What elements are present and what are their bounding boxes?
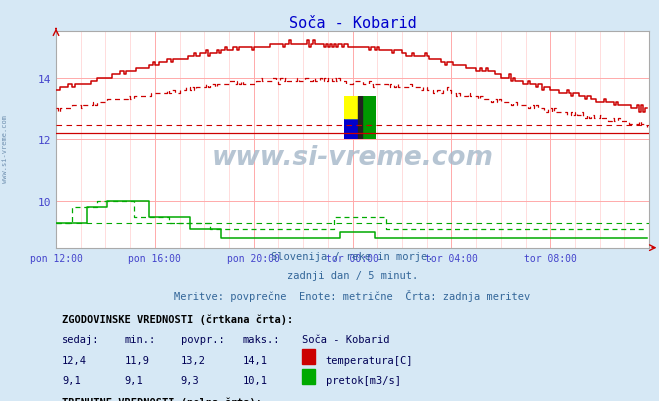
Text: TRENUTNE VREDNOSTI (polna črta):: TRENUTNE VREDNOSTI (polna črta): — [62, 397, 262, 401]
Text: www.si-vreme.com: www.si-vreme.com — [2, 114, 9, 182]
FancyBboxPatch shape — [302, 369, 315, 384]
Title: Soča - Kobarid: Soča - Kobarid — [289, 16, 416, 31]
Text: 13,2: 13,2 — [181, 355, 206, 365]
Text: 10,1: 10,1 — [243, 375, 268, 385]
Text: 11,9: 11,9 — [125, 355, 149, 365]
Text: 12,4: 12,4 — [62, 355, 87, 365]
Text: povpr.:: povpr.: — [181, 334, 224, 344]
Text: 14,1: 14,1 — [243, 355, 268, 365]
Text: pretok[m3/s]: pretok[m3/s] — [326, 375, 401, 385]
Text: maks.:: maks.: — [243, 334, 280, 344]
Text: zadnji dan / 5 minut.: zadnji dan / 5 minut. — [287, 270, 418, 280]
Text: Meritve: povprečne  Enote: metrične  Črta: zadnja meritev: Meritve: povprečne Enote: metrične Črta:… — [175, 290, 530, 302]
Text: Slovenija / reke in morje.: Slovenija / reke in morje. — [272, 251, 434, 261]
FancyBboxPatch shape — [302, 349, 315, 364]
Text: www.si-vreme.com: www.si-vreme.com — [212, 144, 494, 170]
Text: 9,1: 9,1 — [125, 375, 143, 385]
Text: 9,3: 9,3 — [181, 375, 199, 385]
Text: 9,1: 9,1 — [62, 375, 80, 385]
Text: temperatura[C]: temperatura[C] — [326, 355, 413, 365]
Text: sedaj:: sedaj: — [62, 334, 100, 344]
Text: Soča - Kobarid: Soča - Kobarid — [302, 334, 389, 344]
Text: min.:: min.: — [125, 334, 156, 344]
Text: ZGODOVINSKE VREDNOSTI (črtkana črta):: ZGODOVINSKE VREDNOSTI (črtkana črta): — [62, 314, 293, 324]
